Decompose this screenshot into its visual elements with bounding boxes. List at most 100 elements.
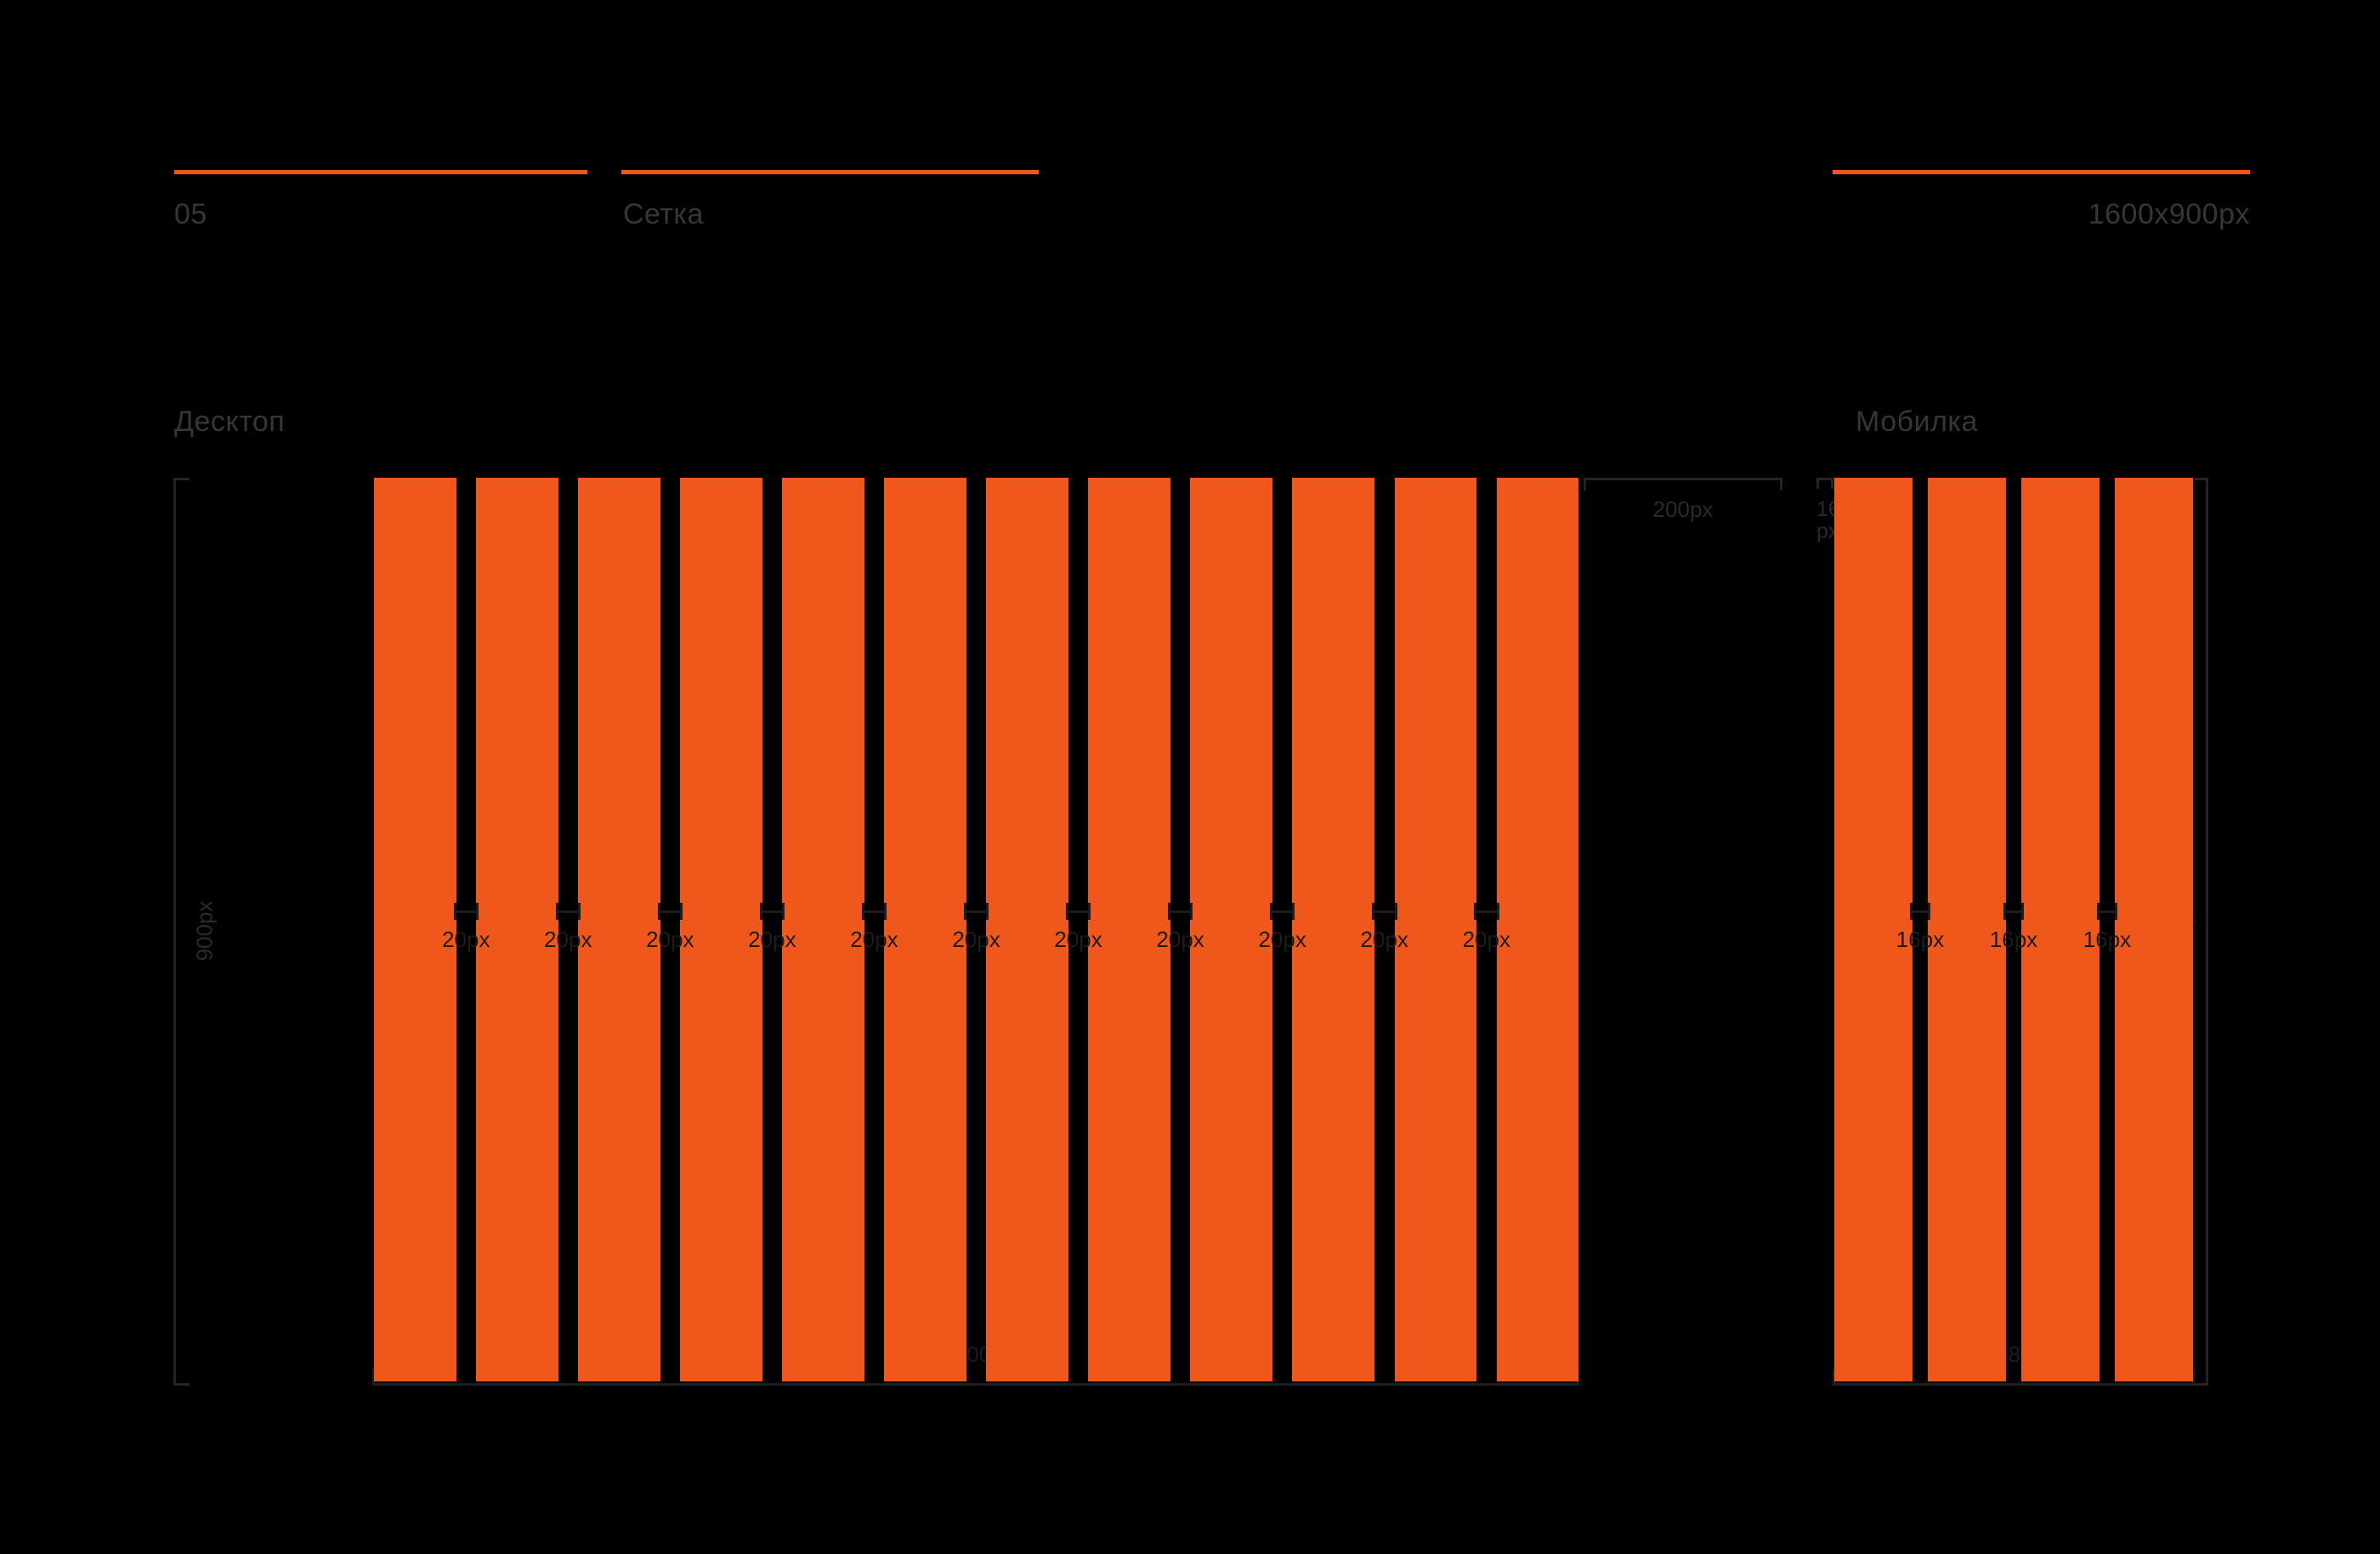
section-title: Сетка: [623, 198, 704, 230]
header-rule-1: [174, 170, 587, 174]
desktop-gutter-label: 20px: [1156, 927, 1204, 952]
desktop-column: [1292, 478, 1374, 1381]
desktop-column: [374, 478, 456, 1381]
mobile-width-bracket-tick-left: [1833, 1369, 1835, 1386]
page-number: 05: [174, 198, 207, 230]
desktop-gutter-tick-bar: [556, 910, 581, 913]
mobile-gutter-tick-right: [1928, 903, 1930, 920]
desktop-column: [476, 478, 558, 1381]
desktop-gutter-tick-left: [1474, 903, 1476, 920]
desktop-gutter-tick-bar: [760, 910, 785, 913]
desktop-gutter-tick-right: [680, 903, 683, 920]
desktop-gutter-tick-left: [963, 903, 966, 920]
desktop-height-bracket-tick-bottom: [173, 1383, 190, 1386]
mobile-gutter-label: 16px: [1989, 927, 2038, 952]
desktop-gutter-label: 20px: [850, 927, 898, 952]
desktop-gutter-tick-left: [759, 903, 762, 920]
desktop-gutter-label: 20px: [1462, 927, 1510, 952]
desktop-height-bracket-line: [173, 478, 176, 1386]
mobile-gutter-tick-left: [1910, 903, 1912, 920]
mobile-gutter-tick-right: [2021, 903, 2024, 920]
desktop-column: [782, 478, 864, 1381]
desktop-margin-label: 200px: [1652, 496, 1714, 522]
desktop-section-label: Десктоп: [174, 406, 286, 438]
desktop-gutter-tick-right: [884, 903, 887, 920]
desktop-gutter-tick-right: [1190, 903, 1193, 920]
desktop-gutter-tick-right: [1394, 903, 1397, 920]
mobile-gutter-tick-bar: [2004, 910, 2023, 913]
desktop-gutter-tick-bar: [1372, 910, 1397, 913]
desktop-gutter-tick-bar: [964, 910, 989, 913]
desktop-gutter-tick-right: [1496, 903, 1499, 920]
desktop-gutter-tick-left: [1371, 903, 1374, 920]
mobile-margin-bracket-line: [1816, 478, 1833, 480]
desktop-gutter-tick-left: [555, 903, 558, 920]
mobile-margin-bracket-tick-left: [1816, 478, 1819, 489]
mobile-width-bracket-line: [1834, 1383, 2195, 1386]
header-rule-2: [621, 170, 1039, 174]
header-rule-3: [1833, 170, 2250, 174]
mobile-margin-bracket-tick-right: [1831, 478, 1833, 489]
desktop-gutter-label: 20px: [646, 927, 694, 952]
mobile-width-bracket-tick-right: [2192, 1369, 2195, 1386]
desktop-gutter-label: 20px: [1360, 927, 1408, 952]
desktop-gutter-tick-left: [453, 903, 456, 920]
desktop-gutter-tick-bar: [862, 910, 887, 913]
desktop-margin-bracket-tick-left: [1584, 478, 1586, 491]
mobile-height-bracket-tick-bottom: [2194, 1383, 2208, 1386]
desktop-gutter-label: 20px: [1054, 927, 1102, 952]
desktop-gutter-tick-bar: [1168, 910, 1193, 913]
desktop-gutter-tick-left: [1065, 903, 1068, 920]
desktop-column: [680, 478, 762, 1381]
mobile-height-bracket-line: [2206, 478, 2208, 1386]
desktop-gutter-tick-right: [986, 903, 989, 920]
desktop-gutter-tick-right: [476, 903, 479, 920]
desktop-gutter-tick-right: [578, 903, 581, 920]
desktop-gutter-label: 20px: [544, 927, 592, 952]
mobile-gutter-tick-left: [2097, 903, 2100, 920]
desktop-gutter-tick-bar: [1066, 910, 1091, 913]
desktop-width-bracket-tick-left: [372, 1369, 375, 1386]
desktop-column: [986, 478, 1068, 1381]
desktop-width-bracket-line: [374, 1383, 1578, 1386]
mobile-section-label: Мобилка: [1856, 406, 1978, 438]
desktop-gutter-label: 20px: [442, 927, 490, 952]
artboard-size-label: 1600x900px: [2088, 198, 2250, 230]
desktop-column: [1088, 478, 1170, 1381]
mobile-gutter-tick-bar: [1911, 910, 1930, 913]
desktop-margin-bracket-line: [1584, 478, 1782, 480]
desktop-column: [1190, 478, 1272, 1381]
desktop-gutter-tick-bar: [658, 910, 683, 913]
mobile-gutter-tick-right: [2115, 903, 2117, 920]
desktop-gutter-label: 20px: [952, 927, 1000, 952]
desktop-gutter-tick-left: [1269, 903, 1272, 920]
desktop-height-label: 900px: [191, 900, 218, 961]
desktop-gutter-tick-right: [1088, 903, 1091, 920]
desktop-gutter-tick-right: [1292, 903, 1295, 920]
mobile-column: [1928, 478, 2006, 1381]
mobile-column: [1834, 478, 1912, 1381]
mobile-gutter-tick-left: [2003, 903, 2006, 920]
desktop-gutter-tick-left: [1167, 903, 1170, 920]
desktop-gutter-tick-right: [782, 903, 785, 920]
desktop-gutter-tick-left: [861, 903, 864, 920]
desktop-height-bracket-tick-top: [173, 478, 190, 480]
desktop-column: [1496, 478, 1579, 1381]
desktop-column: [578, 478, 660, 1381]
desktop-gutter-tick-left: [657, 903, 660, 920]
desktop-margin-bracket-tick-right: [1780, 478, 1782, 491]
desktop-gutter-tick-bar: [1270, 910, 1295, 913]
desktop-gutter-tick-bar: [454, 910, 479, 913]
desktop-column: [1394, 478, 1476, 1381]
desktop-gutter-tick-bar: [1475, 910, 1499, 913]
mobile-gutter-label: 16px: [1896, 927, 1945, 952]
mobile-column: [2115, 478, 2193, 1381]
mobile-height-bracket-tick-top: [2194, 478, 2208, 480]
mobile-gutter-label: 16px: [2082, 927, 2132, 952]
mobile-column: [2021, 478, 2100, 1381]
mobile-gutter-tick-bar: [2098, 910, 2116, 913]
desktop-column: [884, 478, 966, 1381]
desktop-gutter-label: 20px: [748, 927, 796, 952]
desktop-gutter-label: 20px: [1258, 927, 1306, 952]
